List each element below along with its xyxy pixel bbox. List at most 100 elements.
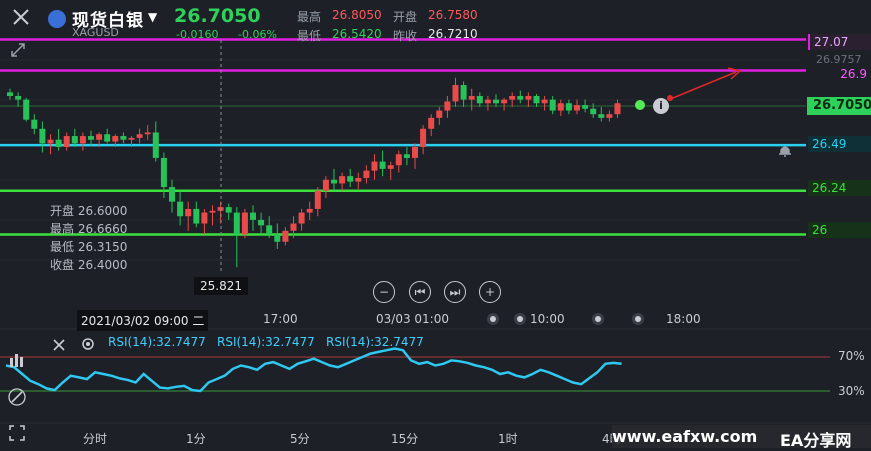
bell-icon[interactable]: [778, 143, 792, 157]
tab-timeframe[interactable]: 5分: [290, 432, 310, 446]
level-tag-27-07: 27.07: [808, 34, 871, 50]
candle: [412, 146, 418, 158]
tab-timeframe[interactable]: 分时: [83, 432, 108, 446]
candle: [250, 212, 256, 220]
candle: [549, 99, 556, 111]
crosshair-price-label: 25.821: [194, 277, 248, 295]
candle: [290, 223, 297, 231]
candle: [258, 219, 265, 226]
candle: [387, 165, 394, 169]
x-tick: 17:00: [263, 312, 298, 326]
candle: [201, 212, 208, 224]
current-price-tag: 26.7050: [807, 97, 871, 115]
draw-line-icon[interactable]: [8, 388, 26, 410]
candle: [444, 101, 451, 111]
candle: [144, 132, 151, 135]
close-indicator-icon[interactable]: [52, 337, 66, 351]
prev-close-value: 26.7210: [428, 27, 478, 41]
instrument-title[interactable]: 现货白银: [72, 11, 144, 31]
close-icon[interactable]: [10, 6, 32, 28]
candle: [606, 114, 613, 118]
candle: [209, 210, 216, 213]
candle: [233, 212, 240, 235]
candle: [322, 179, 329, 191]
tab-timeframe[interactable]: 15分: [391, 432, 419, 446]
candle: [420, 128, 427, 147]
candle: [541, 99, 548, 104]
ohlc-open: 开盘 26.6000: [50, 204, 128, 218]
candle: [225, 207, 232, 213]
candle: [501, 99, 508, 104]
low-label: 最低: [297, 29, 322, 43]
zoom-in-button[interactable]: +: [479, 281, 501, 303]
candle: [306, 208, 313, 213]
candle: [452, 85, 459, 102]
rsi-label: RSI(14):32.7477: [217, 335, 315, 349]
low-value: 26.5420: [332, 27, 382, 41]
candle: [241, 212, 248, 235]
candle: [23, 99, 30, 120]
candle: [395, 154, 402, 166]
indicator-settings-icon[interactable]: [80, 336, 96, 352]
indicator-icon[interactable]: [8, 352, 26, 374]
candle: [379, 161, 386, 169]
candle: [266, 225, 273, 235]
candle: [136, 134, 143, 138]
tab-timeframe[interactable]: 1分: [186, 432, 206, 446]
rsi-upper-label: 70%: [838, 349, 865, 363]
fullscreen-icon[interactable]: [8, 424, 26, 446]
timeline-marker-dot: [595, 316, 601, 322]
level-tag-26-24: 26.24: [808, 180, 871, 196]
candle: [120, 136, 127, 140]
candle: [282, 230, 289, 242]
high-value: 26.8050: [332, 8, 382, 22]
last-price: 26.7050: [174, 5, 261, 27]
scroll-right-button[interactable]: ⏭: [444, 281, 466, 303]
candle: [460, 85, 467, 100]
candle: [355, 177, 362, 182]
candle: [71, 136, 78, 144]
zoom-out-button[interactable]: −: [373, 281, 395, 303]
candle: [79, 136, 86, 144]
candle: [476, 95, 483, 104]
candle: [517, 95, 524, 100]
tab-timeframe[interactable]: 1时: [498, 432, 518, 446]
open-label: 开盘: [393, 10, 418, 24]
candle: [428, 117, 435, 129]
candle: [371, 161, 378, 171]
candle: [63, 136, 70, 147]
level-tag-26-9: 26.9: [840, 67, 867, 81]
shrink-icon[interactable]: [10, 42, 26, 58]
candle: [493, 99, 499, 104]
rsi-lower-label: 30%: [838, 384, 865, 398]
timeline-marker-dot: [490, 316, 496, 322]
level-tag-26-49: 26.49: [808, 136, 871, 152]
candle: [104, 134, 111, 142]
candle: [298, 212, 305, 224]
candle: [468, 95, 475, 100]
candle: [565, 103, 572, 111]
last-price-dot: [635, 100, 645, 110]
candle: [274, 234, 281, 242]
candle: [55, 139, 62, 147]
candle: [185, 208, 192, 217]
candle: [509, 95, 516, 100]
candle: [347, 176, 354, 182]
candle: [15, 95, 22, 100]
scroll-left-button[interactable]: ⏮: [409, 281, 431, 303]
candle: [31, 119, 38, 129]
candle: [39, 128, 46, 144]
candle: [598, 114, 605, 118]
info-icon[interactable]: i: [653, 98, 669, 114]
candle: [614, 103, 621, 115]
candle: [112, 136, 119, 142]
candle: [331, 179, 337, 184]
candle: [177, 201, 184, 217]
timeline-marker-dot: [635, 316, 641, 322]
rsi-label: RSI(14):32.7477: [326, 335, 424, 349]
candle: [128, 137, 135, 140]
price-change: -0.0160: [176, 28, 219, 41]
chevron-down-icon[interactable]: ▼: [148, 10, 158, 24]
candle: [160, 157, 167, 188]
